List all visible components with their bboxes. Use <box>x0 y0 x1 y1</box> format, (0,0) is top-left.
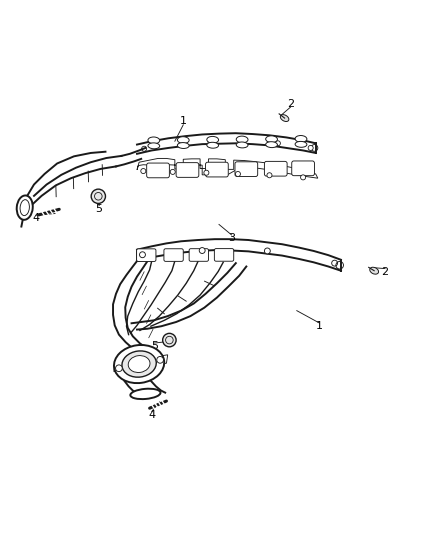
Ellipse shape <box>280 115 289 122</box>
Circle shape <box>308 146 313 150</box>
Text: 2: 2 <box>287 99 294 109</box>
Ellipse shape <box>122 351 156 377</box>
FancyBboxPatch shape <box>137 249 156 262</box>
Ellipse shape <box>128 356 150 373</box>
Circle shape <box>140 252 145 257</box>
Circle shape <box>265 248 270 254</box>
Ellipse shape <box>177 136 189 143</box>
FancyBboxPatch shape <box>292 161 314 176</box>
FancyBboxPatch shape <box>176 163 199 177</box>
Circle shape <box>332 260 338 266</box>
FancyBboxPatch shape <box>164 249 183 261</box>
Circle shape <box>199 247 205 254</box>
Circle shape <box>267 173 272 178</box>
Ellipse shape <box>148 143 160 149</box>
Circle shape <box>276 141 280 146</box>
Text: 5: 5 <box>151 342 158 351</box>
Text: 4: 4 <box>148 410 155 420</box>
Circle shape <box>235 172 240 176</box>
Circle shape <box>170 169 175 174</box>
Ellipse shape <box>236 142 248 148</box>
Text: 4: 4 <box>32 213 40 223</box>
FancyBboxPatch shape <box>189 249 208 261</box>
Ellipse shape <box>207 136 219 143</box>
Ellipse shape <box>131 389 160 399</box>
Ellipse shape <box>207 142 219 148</box>
Text: 5: 5 <box>95 204 102 214</box>
Circle shape <box>157 357 163 363</box>
Ellipse shape <box>236 136 248 143</box>
Ellipse shape <box>114 345 164 383</box>
Circle shape <box>116 365 122 372</box>
Text: 1: 1 <box>180 116 187 126</box>
Circle shape <box>91 189 106 204</box>
Ellipse shape <box>266 136 277 142</box>
Text: 1: 1 <box>315 321 322 331</box>
Ellipse shape <box>17 196 33 220</box>
Circle shape <box>300 175 306 180</box>
Circle shape <box>141 168 146 174</box>
FancyBboxPatch shape <box>205 162 228 177</box>
Circle shape <box>141 146 147 151</box>
FancyBboxPatch shape <box>235 162 258 176</box>
Ellipse shape <box>266 142 277 148</box>
Polygon shape <box>137 158 318 178</box>
Ellipse shape <box>177 143 189 149</box>
FancyBboxPatch shape <box>214 248 234 261</box>
Text: 2: 2 <box>381 266 389 277</box>
Circle shape <box>204 170 209 175</box>
Text: 3: 3 <box>228 233 235 244</box>
Ellipse shape <box>295 141 307 147</box>
FancyBboxPatch shape <box>265 161 287 176</box>
Circle shape <box>208 140 213 145</box>
Ellipse shape <box>295 135 307 142</box>
Ellipse shape <box>370 267 378 274</box>
Ellipse shape <box>148 137 160 144</box>
FancyBboxPatch shape <box>147 163 170 178</box>
Polygon shape <box>114 355 168 372</box>
Circle shape <box>162 333 176 347</box>
